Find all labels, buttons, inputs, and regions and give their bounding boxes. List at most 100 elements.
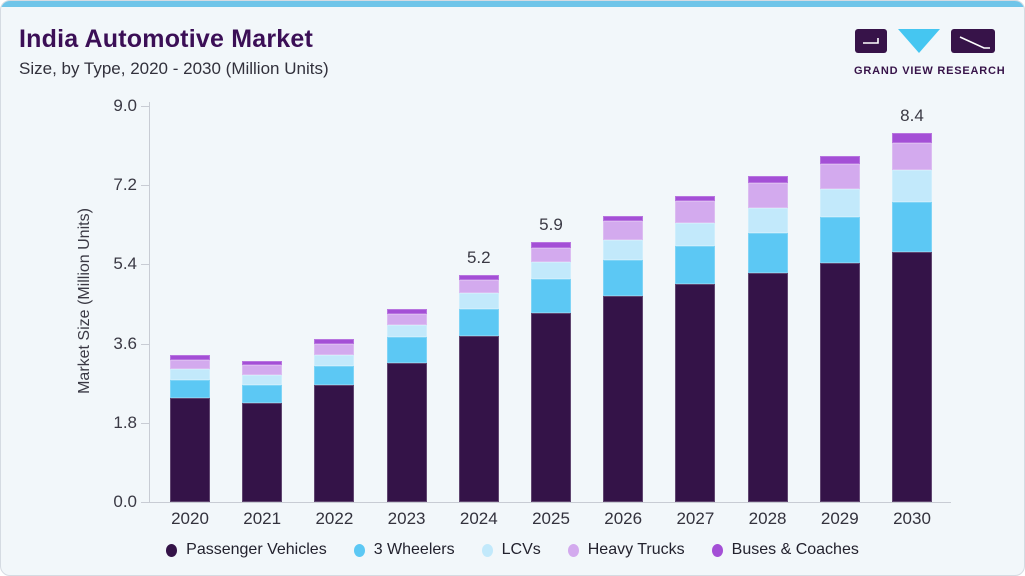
y-axis-line bbox=[149, 102, 150, 503]
legend-label: LCVs bbox=[501, 541, 541, 558]
bar-segment-buses-coaches-2025 bbox=[531, 241, 571, 248]
bar-segment-buses-coaches-2021 bbox=[242, 360, 283, 366]
bar-segment-3-wheelers-2021 bbox=[242, 385, 283, 403]
bar-total-label-2025: 5.9 bbox=[539, 214, 563, 234]
bar-segment-heavy-trucks-2024 bbox=[458, 280, 499, 293]
y-axis-title: Market Size (Million Units) bbox=[76, 208, 93, 394]
y-axis-tick-label: 5.4 bbox=[113, 254, 137, 274]
bar-segment-buses-coaches-2024 bbox=[458, 274, 499, 281]
bar-segment-heavy-trucks-2023 bbox=[386, 313, 427, 326]
bar-segment-buses-coaches-2020 bbox=[170, 355, 210, 361]
bar-segment-buses-coaches-2022 bbox=[314, 339, 355, 345]
y-axis-tick-label: 7.2 bbox=[113, 175, 137, 195]
x-axis-label-2030: 2030 bbox=[893, 509, 931, 528]
bar-2022 bbox=[314, 339, 355, 502]
bar-segment-passenger-vehicles-2022 bbox=[314, 385, 355, 502]
bar-segment-heavy-trucks-2026 bbox=[603, 220, 644, 241]
bar-2026 bbox=[603, 215, 644, 502]
gvr-logo-icon bbox=[855, 29, 995, 53]
bar-2021 bbox=[242, 360, 283, 502]
y-axis-tick bbox=[141, 264, 149, 266]
bar-segment-lcvs-2020 bbox=[170, 369, 210, 380]
x-axis-line bbox=[149, 502, 951, 503]
y-axis-tick-label: 0.0 bbox=[113, 492, 137, 511]
bar-segment-passenger-vehicles-2020 bbox=[170, 398, 210, 502]
bar-2023 bbox=[386, 308, 427, 502]
bar-segment-passenger-vehicles-2028 bbox=[747, 273, 788, 502]
x-axis-label-2028: 2028 bbox=[748, 509, 787, 528]
x-axis-label-2024: 2024 bbox=[459, 509, 498, 528]
bar-segment-heavy-trucks-2025 bbox=[531, 247, 571, 263]
chart-subtitle: Size, by Type, 2020 - 2030 (Million Unit… bbox=[19, 59, 329, 78]
bar-segment-3-wheelers-2028 bbox=[747, 233, 788, 274]
bar-segment-buses-coaches-2028 bbox=[747, 175, 788, 183]
legend-swatch-heavy-trucks bbox=[567, 543, 579, 557]
bar-2027 bbox=[675, 196, 716, 502]
legend-swatch-3-wheelers bbox=[353, 543, 365, 557]
legend-item-lcvs: LCVs bbox=[481, 541, 541, 559]
bar-segment-3-wheelers-2024 bbox=[458, 308, 499, 337]
bar-segment-lcvs-2028 bbox=[747, 207, 788, 234]
y-axis-tick bbox=[141, 343, 149, 345]
bar-segment-heavy-trucks-2030 bbox=[892, 142, 932, 171]
bar-segment-3-wheelers-2026 bbox=[603, 260, 644, 297]
page-title: India Automotive Market bbox=[19, 25, 313, 53]
bar-segment-passenger-vehicles-2027 bbox=[675, 283, 716, 502]
x-axis-label-2020: 2020 bbox=[171, 509, 209, 528]
bar-segment-lcvs-2023 bbox=[386, 325, 427, 337]
bar-segment-3-wheelers-2025 bbox=[531, 278, 571, 313]
bar-segment-passenger-vehicles-2025 bbox=[531, 312, 571, 502]
gvr-logo: GRAND VIEW RESEARCH bbox=[854, 28, 1006, 77]
x-axis-label-2027: 2027 bbox=[676, 509, 715, 528]
bar-segment-lcvs-2030 bbox=[892, 170, 932, 203]
legend-swatch-lcvs bbox=[481, 543, 493, 557]
bar-segment-heavy-trucks-2022 bbox=[314, 344, 355, 355]
legend-swatch-passenger-vehicles bbox=[166, 543, 178, 557]
bar-segment-heavy-trucks-2020 bbox=[170, 360, 210, 370]
bar-segment-lcvs-2026 bbox=[603, 240, 644, 261]
legend-item-buses-coaches: Buses & Coaches bbox=[711, 541, 859, 559]
legend-label: Passenger Vehicles bbox=[186, 541, 327, 558]
x-axis-label-2025: 2025 bbox=[532, 509, 570, 528]
bar-segment-3-wheelers-2023 bbox=[386, 336, 427, 363]
x-axis-label-2029: 2029 bbox=[820, 509, 859, 528]
bar-segment-buses-coaches-2023 bbox=[386, 308, 427, 314]
legend-swatch-buses-coaches bbox=[711, 543, 723, 557]
bar-2025 bbox=[531, 241, 571, 502]
bar-segment-lcvs-2024 bbox=[458, 292, 499, 309]
legend-item-heavy-trucks: Heavy Trucks bbox=[567, 541, 685, 559]
bar-segment-lcvs-2025 bbox=[531, 262, 571, 279]
y-axis-tick bbox=[141, 106, 149, 107]
bar-segment-passenger-vehicles-2026 bbox=[603, 296, 644, 502]
x-axis-label-2023: 2023 bbox=[387, 509, 426, 528]
legend-label: Heavy Trucks bbox=[587, 541, 685, 558]
bar-segment-passenger-vehicles-2030 bbox=[892, 252, 932, 502]
bar-segment-3-wheelers-2022 bbox=[314, 366, 355, 386]
gvr-logo-text: GRAND VIEW RESEARCH bbox=[854, 65, 1006, 77]
bar-segment-passenger-vehicles-2021 bbox=[242, 402, 283, 502]
y-axis-tick-label: 9.0 bbox=[113, 96, 137, 115]
bar-segment-heavy-trucks-2029 bbox=[819, 164, 860, 190]
legend-label: 3 Wheelers bbox=[373, 541, 455, 558]
bar-segment-lcvs-2029 bbox=[819, 189, 860, 218]
bar-segment-buses-coaches-2030 bbox=[892, 133, 932, 143]
bar-segment-buses-coaches-2026 bbox=[603, 215, 644, 221]
bar-segment-3-wheelers-2027 bbox=[675, 245, 716, 284]
legend-item-passenger-vehicles: Passenger Vehicles bbox=[166, 541, 327, 559]
bar-segment-buses-coaches-2029 bbox=[819, 156, 860, 165]
bar-total-label-2024: 5.2 bbox=[466, 247, 491, 267]
x-axis-label-2022: 2022 bbox=[315, 509, 354, 528]
bar-segment-heavy-trucks-2028 bbox=[747, 182, 788, 208]
bar-segment-buses-coaches-2027 bbox=[675, 196, 716, 202]
bar-2030 bbox=[892, 133, 932, 502]
card-top-accent-bar bbox=[1, 1, 1024, 7]
y-axis-tick bbox=[141, 185, 149, 187]
x-axis-label-2021: 2021 bbox=[243, 509, 282, 528]
bar-segment-3-wheelers-2029 bbox=[819, 217, 860, 264]
bar-2028 bbox=[747, 175, 788, 502]
bar-segment-3-wheelers-2030 bbox=[892, 202, 932, 253]
legend-item-3-wheelers: 3 Wheelers bbox=[353, 541, 455, 559]
bar-2024 bbox=[458, 274, 499, 502]
y-axis-tick-label: 3.6 bbox=[113, 333, 137, 353]
